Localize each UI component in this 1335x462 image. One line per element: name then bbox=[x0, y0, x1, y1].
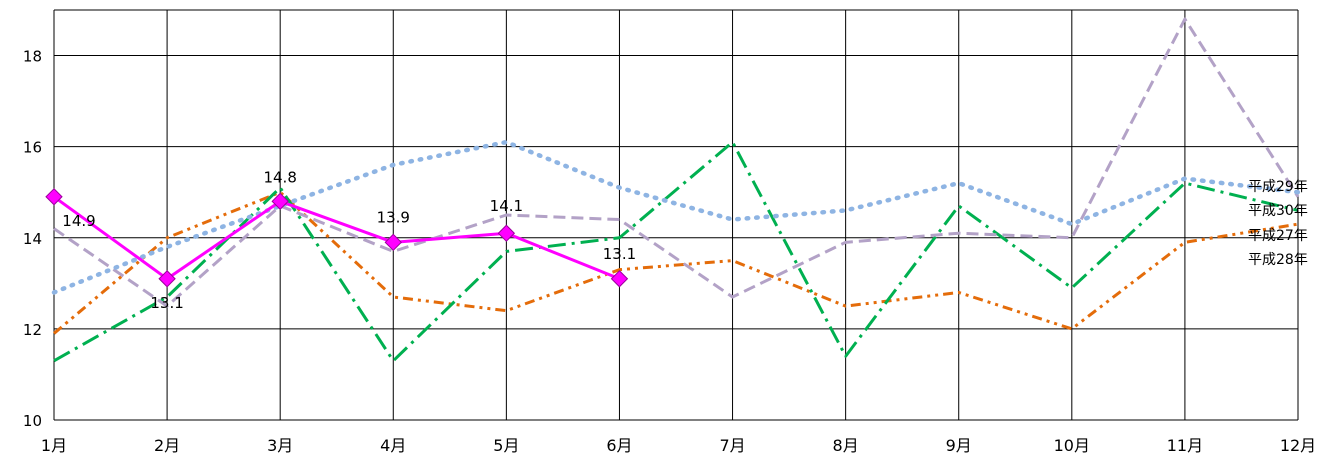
diamond-marker bbox=[610, 270, 629, 288]
data-label: 13.1 bbox=[150, 294, 183, 312]
x-tick-label: 12月 bbox=[1280, 436, 1316, 455]
legend-entry: 平成27年 bbox=[1248, 228, 1308, 244]
series-line bbox=[53, 195, 621, 281]
legend-entry: 平成30年 bbox=[1248, 203, 1308, 219]
series-line bbox=[53, 190, 1299, 335]
series-line bbox=[53, 140, 1299, 363]
data-label: 13.1 bbox=[603, 245, 636, 263]
x-tick-label: 3月 bbox=[267, 436, 293, 455]
y-tick-label: 18 bbox=[23, 48, 42, 66]
diamond-marker bbox=[158, 270, 176, 288]
y-tick-label: 12 bbox=[23, 321, 42, 339]
diamond-marker bbox=[45, 188, 63, 206]
diamond-marker bbox=[271, 192, 289, 211]
x-tick-label: 11月 bbox=[1167, 436, 1203, 455]
data-labels: 14.9 13.1 14.8 13.9 14.1 13.1 bbox=[62, 168, 636, 311]
x-tick-label: 6月 bbox=[606, 436, 632, 455]
diamond-marker bbox=[384, 233, 402, 252]
diamond-marker bbox=[497, 224, 516, 242]
y-axis-ticks: 10 12 14 16 18 bbox=[23, 48, 42, 430]
series-line bbox=[51, 139, 1301, 295]
legend-entry: 平成29年 bbox=[1248, 179, 1308, 195]
legend-entry: 平成28年 bbox=[1248, 252, 1308, 268]
series-markers bbox=[45, 188, 629, 288]
data-label: 14.1 bbox=[490, 197, 523, 215]
x-tick-label: 8月 bbox=[833, 436, 859, 455]
x-tick-label: 9月 bbox=[946, 436, 972, 455]
x-axis-ticks: 1月 2月 3月 4月 5月 6月 7月 8月 9月 10月 11月 12月 bbox=[41, 436, 1316, 455]
x-tick-label: 7月 bbox=[719, 436, 745, 455]
series-line bbox=[53, 17, 1300, 308]
data-label: 14.9 bbox=[62, 212, 95, 230]
x-tick-label: 2月 bbox=[154, 436, 180, 455]
x-tick-label: 10月 bbox=[1054, 436, 1090, 455]
series-lines bbox=[51, 17, 1301, 363]
x-tick-label: 5月 bbox=[493, 436, 519, 455]
x-tick-label: 4月 bbox=[380, 436, 406, 455]
x-tick-label: 1月 bbox=[41, 436, 67, 455]
data-label: 14.8 bbox=[263, 168, 296, 186]
y-tick-label: 14 bbox=[23, 230, 42, 248]
y-tick-label: 10 bbox=[23, 412, 42, 430]
data-label: 13.9 bbox=[377, 208, 410, 226]
y-tick-label: 16 bbox=[23, 139, 42, 157]
chart-grid bbox=[53, 9, 1299, 421]
